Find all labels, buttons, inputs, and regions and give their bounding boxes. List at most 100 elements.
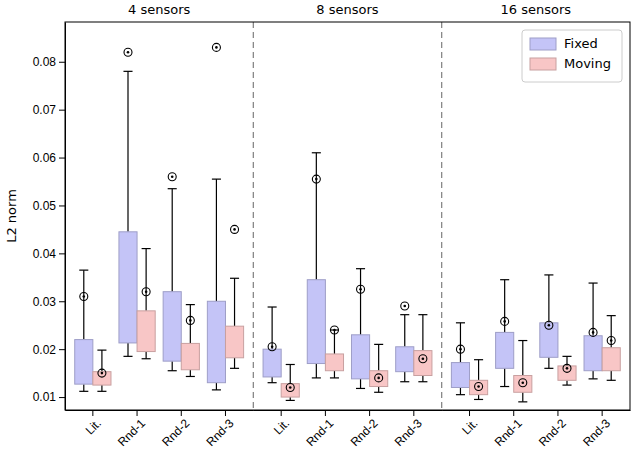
x-tick: Lit.	[83, 410, 104, 437]
whisker-low	[234, 358, 235, 369]
box-group	[540, 275, 558, 368]
x-tick-label: Rnd-2	[159, 416, 192, 449]
box-group	[207, 43, 225, 389]
x-tick-mark	[513, 410, 514, 416]
whisker-cap-high	[312, 152, 321, 153]
whisker-cap-high	[374, 344, 383, 345]
whisker-cap-low	[168, 370, 177, 371]
whisker-high	[146, 249, 147, 311]
mean-marker	[80, 292, 88, 300]
whisker-cap-high	[456, 322, 465, 323]
whisker-cap-high	[544, 274, 553, 275]
mean-marker	[519, 379, 527, 387]
x-tick-label: Rnd-3	[580, 416, 613, 449]
whisker-cap-low	[607, 380, 616, 381]
x-tick-mark	[325, 410, 326, 416]
mean-marker-dot	[377, 377, 380, 380]
legend: FixedMoving	[522, 30, 622, 82]
x-tick-label: Rnd-2	[348, 416, 381, 449]
whisker-cap-high	[123, 71, 132, 72]
box	[496, 332, 514, 368]
legend-label: Moving	[564, 56, 611, 71]
whisker-cap-high	[356, 268, 365, 269]
panel-title: 16 sensors	[501, 2, 572, 17]
whisker-low	[360, 379, 361, 389]
x-tick-mark	[92, 410, 93, 416]
mean-marker	[168, 173, 176, 181]
y-tick: 0.06	[33, 151, 65, 165]
mean-marker-dot	[189, 319, 192, 322]
panel-title: 4 sensors	[128, 2, 190, 17]
whisker-low	[101, 385, 102, 391]
mean-marker	[419, 355, 427, 363]
x-tick-mark	[181, 410, 182, 416]
panel-divider	[441, 22, 442, 410]
box-group	[351, 269, 369, 389]
panel-title: 8 sensors	[316, 2, 378, 17]
whisker-low	[127, 343, 128, 356]
box	[370, 371, 388, 387]
x-tick: Lit.	[271, 410, 292, 437]
whisker-cap-high	[168, 188, 177, 189]
whisker-cap-low	[286, 400, 295, 401]
y-tick-label: 0.06	[33, 151, 57, 165]
chart-container: 0.010.020.030.040.050.060.070.08L2 norm4…	[0, 0, 640, 468]
whisker-cap-high	[186, 304, 195, 305]
whisker-low	[316, 364, 317, 378]
box-group	[163, 173, 181, 371]
mean-marker-dot	[333, 329, 336, 332]
box-group	[470, 360, 488, 400]
whisker-low	[146, 352, 147, 359]
plot-frame	[65, 22, 630, 410]
y-tick-label: 0.02	[33, 343, 57, 357]
whisker-high	[548, 275, 549, 323]
y-tick: 0.08	[33, 55, 65, 69]
whisker-low	[272, 377, 273, 383]
whisker-cap-low	[500, 386, 509, 387]
x-tick-mark	[469, 410, 470, 416]
whisker-cap-high	[212, 179, 221, 180]
whisker-cap-low	[562, 384, 571, 385]
box-group	[396, 302, 414, 382]
y-tick-mark	[59, 397, 65, 398]
mean-marker-dot	[215, 46, 218, 49]
legend-box	[522, 30, 622, 82]
y-axis: 0.010.020.030.040.050.060.070.08	[33, 23, 66, 411]
box	[602, 348, 620, 371]
box	[163, 292, 181, 361]
whisker-cap-high	[79, 270, 88, 271]
whisker-low	[83, 384, 84, 391]
whisker-high	[522, 341, 523, 376]
mean-marker	[268, 343, 276, 351]
box	[75, 340, 93, 385]
x-tick: Rnd-3	[392, 410, 425, 449]
whisker-cap-high	[400, 314, 409, 315]
y-tick: 0.03	[33, 295, 65, 309]
box	[414, 351, 432, 376]
mean-marker	[475, 383, 483, 391]
whisker-low	[334, 371, 335, 378]
mean-marker	[401, 302, 409, 310]
box	[207, 301, 225, 382]
mean-marker	[607, 337, 615, 345]
whisker-high	[404, 315, 405, 347]
whisker-cap-high	[142, 248, 151, 249]
mean-marker-dot	[503, 320, 506, 323]
mean-marker	[212, 43, 220, 51]
whisker-cap-high	[268, 306, 277, 307]
mean-marker-dot	[566, 367, 569, 370]
box	[281, 384, 299, 397]
box-group	[263, 307, 281, 383]
whisker-high	[360, 269, 361, 335]
mean-marker-dot	[145, 290, 148, 293]
x-tick-label: Rnd-2	[536, 416, 569, 449]
whisker-high	[592, 283, 593, 336]
whisker-high	[101, 350, 102, 372]
whisker-cap-high	[330, 329, 339, 330]
y-tick-label: 0.07	[33, 103, 57, 117]
whisker-high	[216, 179, 217, 301]
whisker-high	[172, 189, 173, 292]
mean-marker-dot	[171, 175, 174, 178]
y-tick-mark	[59, 158, 65, 159]
whisker-cap-low	[123, 356, 132, 357]
